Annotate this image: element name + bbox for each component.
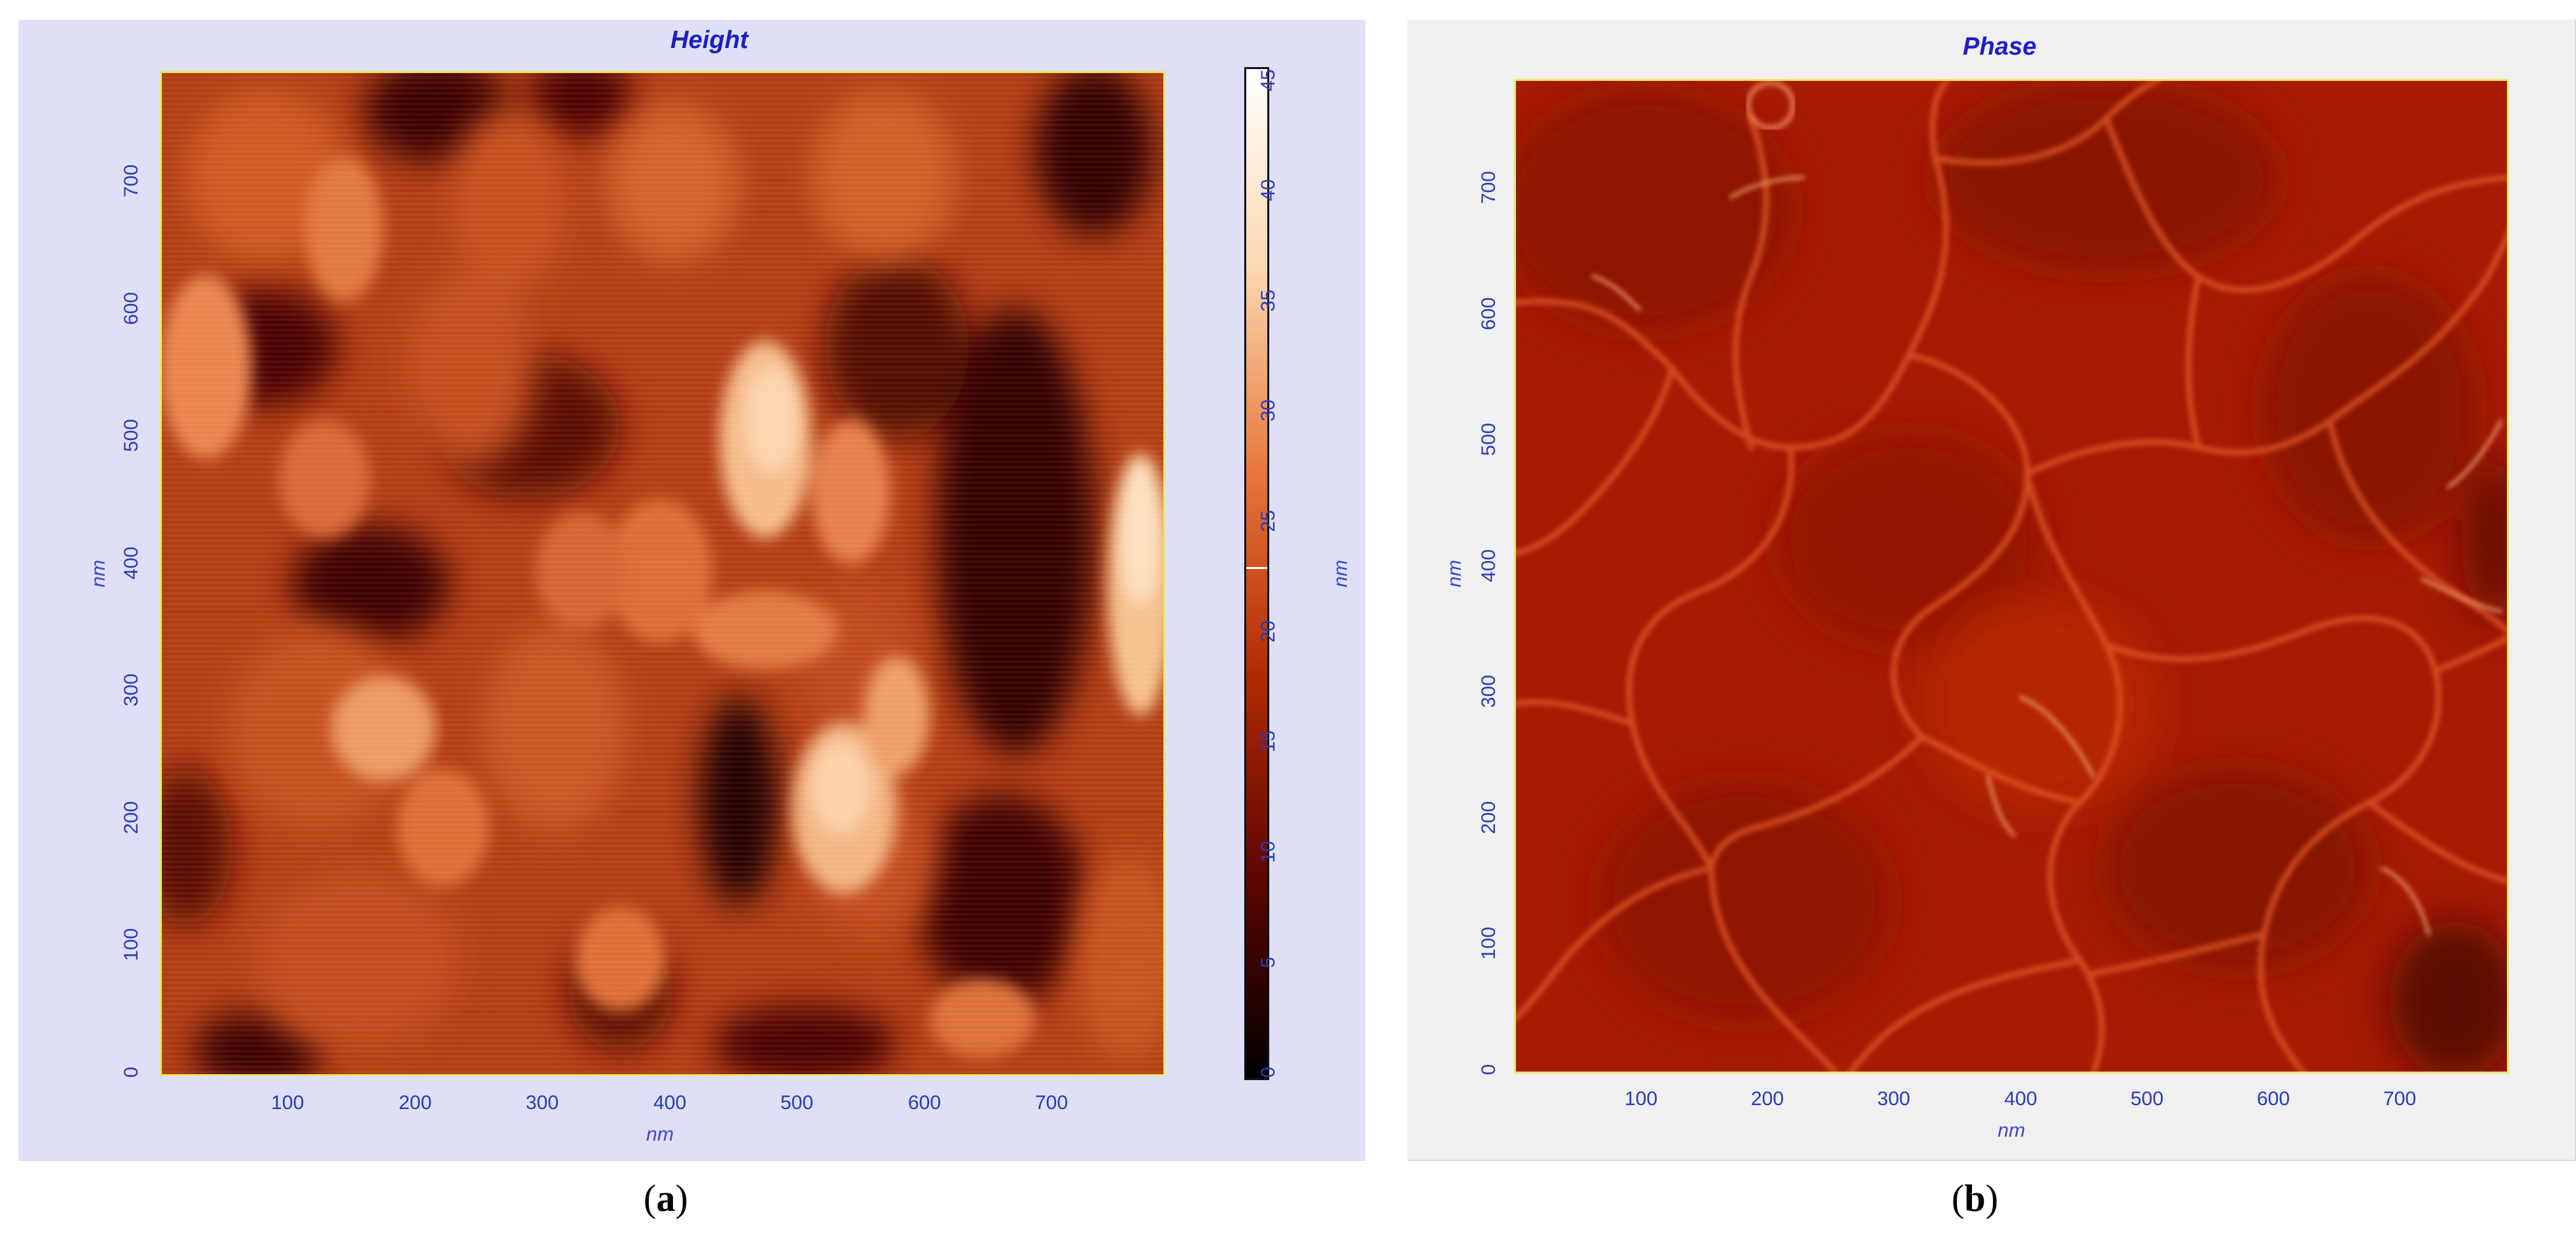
colorbar-marker (1246, 567, 1267, 569)
phase-x-tick: 700 (2383, 1088, 2417, 1110)
colorbar-tick: 25 (1257, 510, 1279, 532)
height-x-tick: 100 (270, 1092, 305, 1114)
height-x-tick: 400 (653, 1092, 687, 1114)
phase-grain-ring (1746, 80, 1796, 130)
colorbar-tick: 15 (1257, 730, 1279, 753)
height-y-tick: 300 (120, 673, 142, 707)
phase-y-tick: 400 (1478, 549, 1500, 583)
phase-y-tick: 0 (1478, 1064, 1500, 1075)
height-x-tick: 200 (398, 1092, 432, 1114)
colorbar-tick: 10 (1257, 841, 1279, 863)
height-y-tick: 200 (120, 801, 142, 835)
height-y-tick: 700 (120, 164, 142, 198)
phase-y-tick: 700 (1478, 170, 1500, 205)
phase-y-unit: nm (1444, 560, 1465, 587)
phase-panel: Phase 0 100 200 300 400 500 600 700 nm (1407, 20, 2576, 1161)
phase-title: Phase (1963, 33, 2036, 61)
phase-y-tick: 500 (1478, 422, 1500, 457)
height-y-tick: 500 (120, 418, 142, 453)
height-x-tick: 500 (780, 1092, 814, 1114)
phase-x-tick: 600 (2256, 1088, 2290, 1110)
height-map (160, 71, 1165, 1076)
phase-x-tick: 200 (1750, 1088, 1784, 1110)
height-colorbar (1244, 67, 1269, 1080)
height-x-tick: 700 (1034, 1092, 1069, 1114)
phase-y-tick: 300 (1478, 674, 1500, 708)
phase-y-tick: 100 (1478, 926, 1500, 960)
caption-a-letter: a (656, 1177, 676, 1220)
height-y-tick: 600 (120, 291, 142, 326)
height-y-tick: 0 (120, 1066, 142, 1078)
height-title: Height (670, 26, 749, 54)
height-panel: Height 0 100 200 300 400 500 600 700 nm (18, 20, 1365, 1161)
phase-x-tick: 100 (1624, 1088, 1658, 1110)
phase-x-tick: 300 (1877, 1088, 1911, 1110)
caption-b-letter: b (1964, 1177, 1986, 1220)
height-y-tick: 400 (120, 546, 142, 580)
height-x-unit: nm (646, 1124, 674, 1145)
height-scanlines (160, 71, 1165, 1076)
phase-grain-boundaries (1514, 79, 2509, 1074)
caption-b: (b) (1952, 1177, 1998, 1220)
colorbar-tick: 20 (1257, 620, 1279, 643)
colorbar-tick: 0 (1257, 1066, 1279, 1078)
colorbar-tick: 35 (1257, 289, 1279, 312)
phase-map (1514, 79, 2509, 1074)
colorbar-tick: 5 (1257, 956, 1279, 968)
phase-x-tick: 500 (2130, 1088, 2164, 1110)
phase-y-tick: 600 (1478, 297, 1500, 331)
phase-bright-boundaries (1591, 176, 2503, 936)
height-y-unit: nm (88, 560, 109, 587)
colorbar-tick: 30 (1257, 399, 1279, 422)
phase-y-tick: 200 (1478, 801, 1500, 835)
height-x-tick: 300 (525, 1092, 559, 1114)
caption-a: (a) (644, 1177, 688, 1220)
height-x-tick: 600 (907, 1092, 942, 1114)
height-y-tick: 100 (120, 927, 142, 962)
colorbar-tick: 45 (1257, 69, 1279, 91)
phase-shading (1514, 86, 2509, 1074)
height-map-image (160, 71, 1165, 1076)
phase-x-unit: nm (1998, 1120, 2025, 1141)
colorbar-tick: 40 (1257, 179, 1279, 201)
colorbar-unit: nm (1330, 560, 1351, 587)
colorbar-gradient (1246, 69, 1267, 1078)
phase-x-tick: 400 (2004, 1088, 2038, 1110)
phase-map-image (1514, 79, 2509, 1074)
